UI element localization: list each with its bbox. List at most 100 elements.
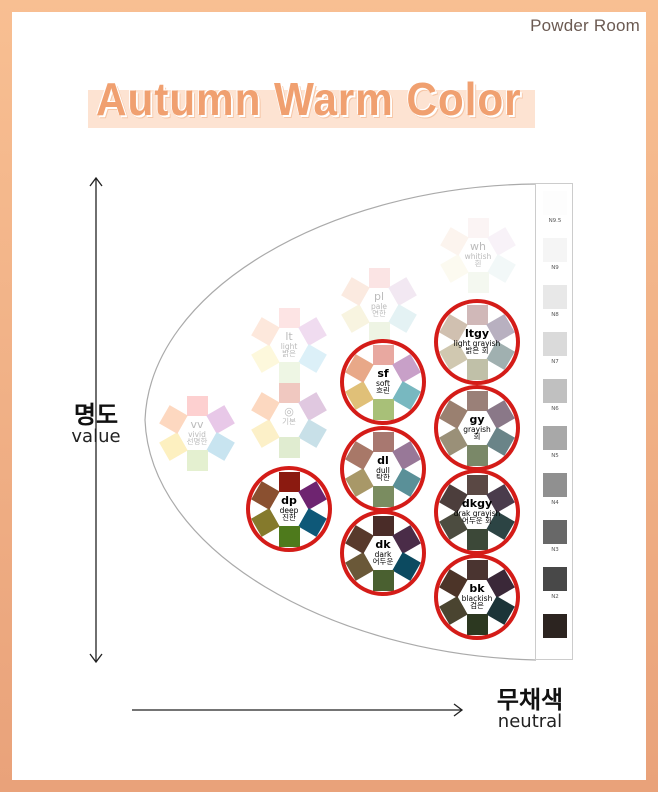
wheel-code: bk [469,582,485,595]
wheel-label: dp deep 진한 [254,495,324,522]
gray-swatch [543,379,567,403]
wheel-label: wh whitish 흰 [443,241,513,268]
wheel-korean: 탁한 [376,473,390,483]
wheel-label: pl pale 연한 [344,291,414,318]
wheel-korean: 밝은 [282,349,296,359]
wheel-name: dull [376,465,390,475]
wheel-code: sf [377,367,389,380]
wheel-code: lt [285,330,293,343]
gray-swatch-label: N9.5 [548,218,562,224]
wheel-korean: 진한 [282,513,296,523]
wheel-label: sf soft 흐린 [348,368,418,395]
highlight-ring [434,299,520,385]
gray-swatch [543,238,567,262]
wheel-korean: 어두운 [372,557,394,567]
gray-swatch [543,332,567,356]
neutral-axis-label-ko: 무채색 [496,686,564,714]
wheel-label: dk dark 어두운 [348,539,418,566]
wheel-center [270,403,308,437]
wheel-name: grayish [463,424,491,434]
page-title: Autumn Warm Color [96,73,522,125]
wheel-name: light [280,341,298,351]
wheel-name: vivid [188,429,206,439]
wheel-name: soft [376,378,390,388]
gray-swatch-label: N7 [551,359,559,365]
wheel-korean: 기본 [282,416,296,426]
gray-swatch [543,285,567,309]
tone-boundary-curve [144,183,537,661]
color-swatch [467,271,489,293]
wheel-code: ◎ [284,405,294,418]
value-axis-arrow [89,176,103,664]
color-swatch [278,307,300,329]
gray-swatch [543,426,567,450]
gray-swatch-label: N2 [551,594,559,600]
wheel-code: gy [469,413,485,426]
wheel-label: dl dull 탁한 [348,455,418,482]
color-swatch [278,361,300,383]
wheel-korean: 밝은 회 [465,346,489,356]
wheel-label: lt light 밝은 [254,331,324,358]
color-swatch [368,267,390,289]
wheel-code: dp [281,494,297,507]
wheel-name: deep [279,505,299,515]
wheel-label: bk blackish 검은 [442,583,512,610]
wheel-korean: 회 [473,432,481,442]
wheel-korean: 선명한 [186,437,208,447]
wheel-name: light grayish [453,338,501,348]
wheel-center [459,238,497,272]
wheel-code: dkgy [461,497,493,510]
wheel-label: dkgy drak grayish 어두운 회 [442,498,512,525]
wheel-label: ◎ 기본 [254,406,324,425]
gray-swatch [543,567,567,591]
wheel-label: ltgy light grayish 밝은 회 [442,328,512,355]
wheel-name: whitish [464,251,492,261]
neutral-grayscale-bar: N9.5 N9 N8 N7 N6 N5 N4 N3 N2 [535,183,573,660]
wheel-name: blackish [461,593,493,603]
color-swatch [278,436,300,458]
gray-swatch-label: N9 [551,265,559,271]
wheel-label: vv vivid 선명한 [162,419,232,446]
highlight-ring [434,469,520,555]
gray-swatch [543,520,567,544]
gray-swatch [543,191,567,215]
wheel-code: dl [377,454,389,467]
wheel-code: dk [375,538,391,551]
wheel-korean: 흐린 [376,386,390,396]
color-swatch [467,217,489,239]
wheel-code: pl [373,290,385,303]
gray-swatch-label: N4 [551,500,559,506]
highlight-ring [340,339,426,425]
gray-swatch [543,614,567,638]
gray-swatch-label: N8 [551,312,559,318]
wheel-name: dark [374,549,392,559]
color-swatch [278,382,300,404]
wheel-code: wh [470,240,486,253]
wheel-code: ltgy [464,327,490,340]
wheel-name: drak grayish [453,508,501,518]
wheel-korean: 어두운 회 [462,516,492,526]
color-swatch [186,395,208,417]
wheel-center [270,328,308,362]
value-axis-label-en: value [71,426,121,447]
gray-swatch-label: N6 [551,406,559,412]
gray-swatch [543,473,567,497]
neutral-axis-arrow [132,703,464,717]
wheel-name: pale [370,301,388,311]
neutral-axis-label-en: neutral [497,711,563,732]
wheel-korean: 검은 [470,601,484,611]
wheel-korean: 흰 [474,259,482,269]
wheel-code: vv [190,418,204,431]
wheel-label: gy grayish 회 [442,414,512,441]
brand-logo: Powder Room [530,16,640,35]
highlight-ring [434,554,520,640]
gray-swatch-label: N5 [551,453,559,459]
gray-swatch-label: N3 [551,547,559,553]
wheel-korean: 연한 [372,309,386,319]
color-swatch [186,449,208,471]
highlight-ring [246,466,332,552]
value-axis-label-ko: 명도 [73,401,119,429]
wheel-center [360,288,398,322]
title-highlight [88,90,535,128]
